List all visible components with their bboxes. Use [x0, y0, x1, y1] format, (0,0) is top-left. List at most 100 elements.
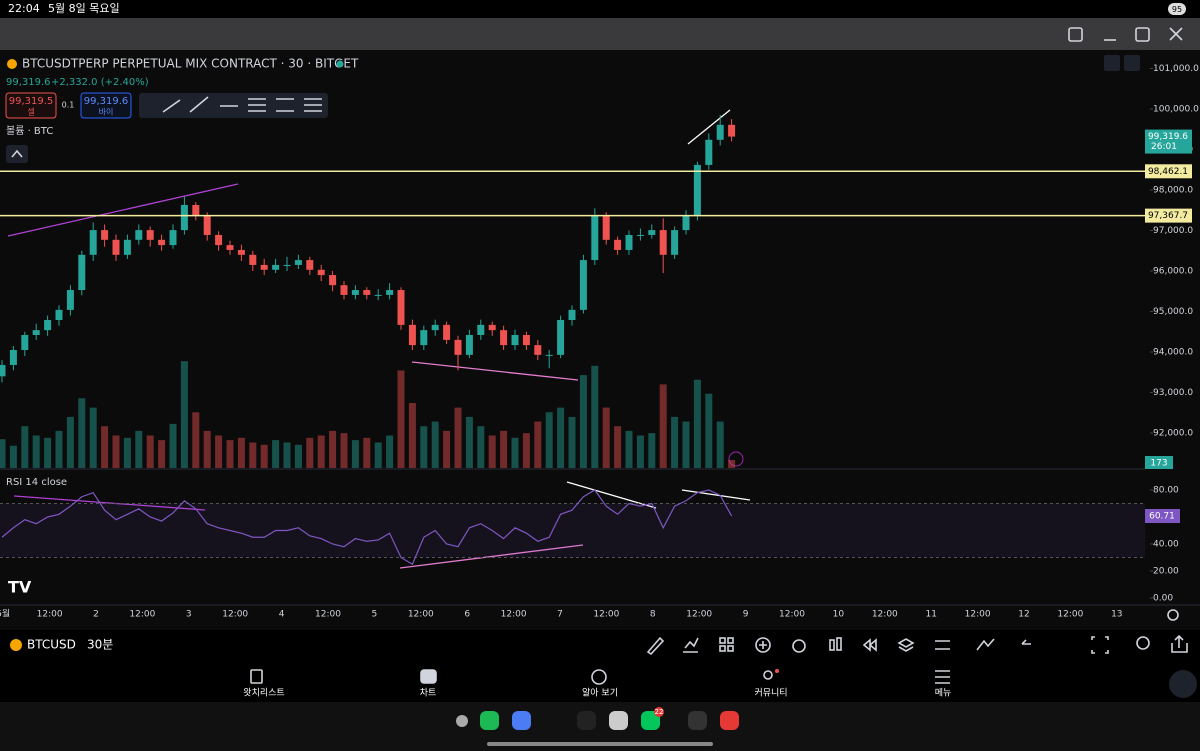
y-tick-label: 94,000.0 [1153, 348, 1193, 358]
y-tick-label: 92,000.0 [1153, 429, 1193, 439]
volume-bar [192, 412, 200, 468]
nav-item[interactable]: 메뉴 [935, 688, 952, 699]
x-tick-label: 13 [1111, 610, 1122, 620]
nav-icons [250, 669, 950, 685]
candle-body [260, 264, 268, 270]
volume-bar [66, 416, 74, 468]
x-tick-label: 12:00 [1057, 610, 1083, 620]
volume-bar [602, 407, 610, 468]
status-date: 5월 8일 목요일 [48, 1, 120, 15]
status-time: 22:04 [8, 2, 40, 15]
candle-body [283, 264, 291, 266]
volume-bar [89, 407, 97, 468]
candle-body [0, 364, 6, 377]
x-tick-label: 12:00 [222, 610, 248, 620]
volume-bar [215, 435, 223, 468]
x-tick-label: 5월 [0, 608, 10, 620]
last-price: 99,319.6 [6, 77, 51, 88]
battery-level: 95 [1172, 5, 1182, 14]
candle-body [306, 260, 314, 270]
settings-icon[interactable] [1167, 609, 1179, 621]
toolbar-icons[interactable] [646, 634, 1188, 656]
candle-body [454, 339, 462, 355]
volume-bar [169, 423, 177, 468]
x-tick-label: 12:00 [501, 610, 527, 620]
volume-bar [397, 370, 405, 468]
rsi-value: 60.71 [1149, 512, 1175, 522]
collapse-button[interactable] [6, 145, 28, 163]
x-tick-label: 12 [1018, 610, 1029, 620]
volume-bar [386, 435, 394, 468]
candle-body [659, 230, 667, 255]
volume-bar [249, 442, 257, 468]
volume-bar [477, 426, 485, 468]
candle-body [728, 124, 736, 137]
candle-body [477, 324, 485, 335]
volume-bar [203, 430, 211, 468]
candle-body [237, 249, 245, 255]
volume-bar [693, 379, 701, 468]
candle-body [55, 309, 63, 321]
candle-body [329, 275, 337, 286]
volume-bar [374, 442, 382, 468]
symbol[interactable]: BTCUSD [27, 638, 76, 652]
volume-bar [0, 439, 6, 468]
volume-bar [659, 384, 667, 468]
rsi-tick-label: 40.00 [1153, 539, 1179, 549]
volume-bar [283, 442, 291, 468]
candle-body [78, 254, 86, 291]
candle-body [522, 334, 530, 346]
chart-title: BTCUSDTPERP PERPETUAL MIX CONTRACT · 30 … [22, 57, 359, 71]
candle-body [340, 285, 348, 295]
x-tick-label: 7 [557, 610, 563, 620]
reset-button[interactable] [1124, 55, 1140, 71]
volume-bar [112, 435, 120, 468]
symbol-icon [10, 639, 22, 651]
nav-item[interactable]: 커뮤니티 [754, 688, 787, 699]
nav-item[interactable]: 차트 [420, 687, 437, 699]
candle-body [89, 230, 97, 255]
market-status [336, 60, 344, 68]
interval[interactable]: 30분 [87, 638, 113, 652]
dock-apps[interactable] [456, 711, 739, 730]
battery [1168, 3, 1186, 15]
candle-body [294, 260, 302, 265]
edit-button[interactable] [1169, 670, 1197, 698]
candle-body [135, 230, 143, 240]
volume-bar [78, 398, 86, 468]
sell-price: 99,319.5 [9, 96, 54, 107]
rsi-line [1, 489, 733, 566]
candle-body [169, 230, 177, 246]
volume-bar [340, 433, 348, 468]
rsi-tick-label: 20.00 [1153, 566, 1179, 576]
window-controls[interactable] [1068, 27, 1183, 42]
volume-bar [431, 421, 439, 468]
candle-body [408, 324, 416, 346]
candle-body [500, 330, 508, 346]
volume-bar [454, 407, 462, 468]
x-tick-label: 8 [650, 610, 656, 620]
volume-bar [465, 416, 473, 468]
scroll-button[interactable] [1104, 55, 1120, 71]
candle-body [351, 290, 359, 295]
candle-body [146, 230, 154, 240]
volume-bar [272, 440, 280, 468]
volume-bar [557, 407, 565, 468]
x-tick-label: 4 [279, 610, 285, 620]
price-line-tag [1145, 164, 1192, 179]
volume-bar [9, 445, 17, 468]
volume-bar [237, 437, 245, 468]
nav-item[interactable]: 왓치리스트 [243, 687, 284, 699]
nav-item[interactable]: 알아 보기 [582, 688, 618, 699]
candle-body [272, 264, 280, 270]
alert-icon[interactable] [728, 451, 744, 467]
candle-body [180, 204, 188, 231]
drawing-tools[interactable] [162, 96, 322, 113]
buy-button[interactable] [80, 92, 132, 119]
rsi-tick-label: 0.00 [1153, 593, 1173, 603]
volume-bar [522, 433, 530, 468]
rsi-tick-label: 80.00 [1153, 485, 1179, 495]
volume-bar [591, 365, 599, 468]
sell-button[interactable] [5, 92, 57, 119]
